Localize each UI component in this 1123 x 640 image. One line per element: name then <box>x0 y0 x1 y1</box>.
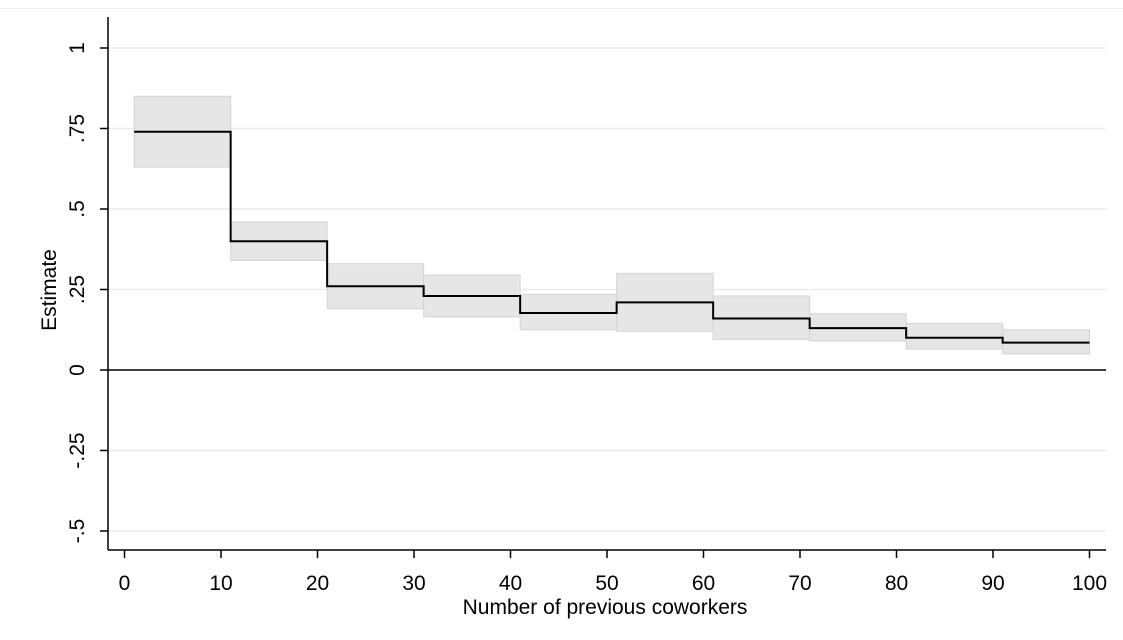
x-tick-label: 100 <box>1072 572 1107 595</box>
x-tick-label: 0 <box>119 572 131 595</box>
y-axis-title: Estimate <box>38 249 61 331</box>
x-tick-label: 90 <box>981 572 1004 595</box>
confidence-bands <box>133 95 1091 355</box>
x-tick-label: 30 <box>402 572 425 595</box>
x-axis-title: Number of previous coworkers <box>463 596 748 619</box>
estimate-step-line <box>134 130 1090 344</box>
y-tick-label: 0 <box>66 364 89 376</box>
y-tick-label: -.25 <box>66 432 89 468</box>
y-tick-label: .25 <box>66 275 89 304</box>
ci-band <box>905 322 1004 350</box>
y-tick-label: .75 <box>66 114 89 143</box>
x-tick-label: 10 <box>209 572 232 595</box>
x-tick-label: 80 <box>885 572 908 595</box>
x-tick-label: 70 <box>788 572 811 595</box>
y-tick-label: .5 <box>66 200 89 218</box>
estimate-path <box>134 130 1090 344</box>
x-tick-label: 20 <box>306 572 329 595</box>
y-tick-label: 1 <box>66 42 89 54</box>
y-tick-label: -.5 <box>66 519 89 544</box>
x-tick-label: 60 <box>692 572 715 595</box>
gridlines <box>108 47 1106 532</box>
x-tick-label: 50 <box>595 572 618 595</box>
x-tick-label: 40 <box>499 572 522 595</box>
